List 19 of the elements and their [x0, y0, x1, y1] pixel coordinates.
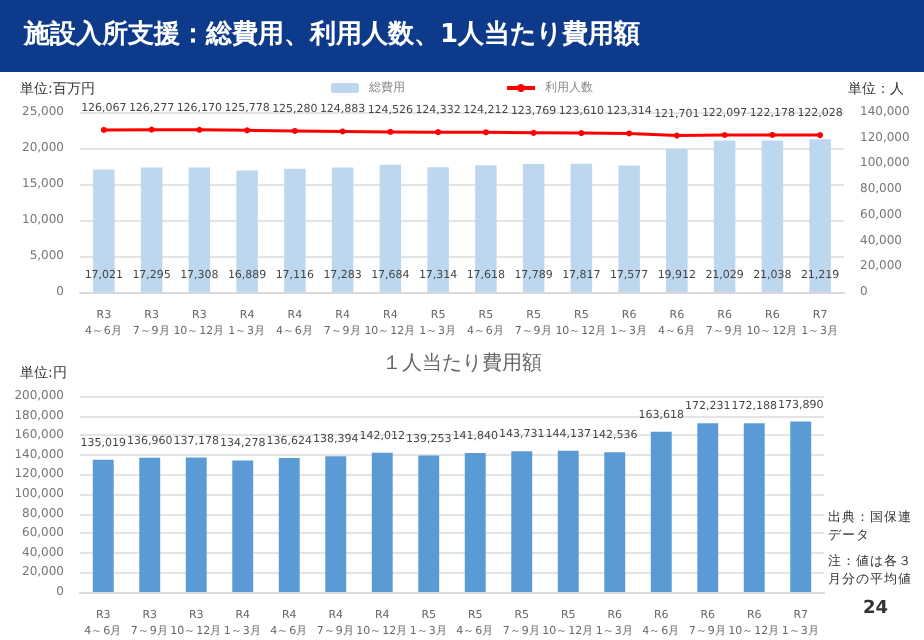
bar: [790, 421, 812, 592]
text: 24: [862, 599, 889, 619]
bar: [697, 423, 719, 592]
bar: [232, 460, 254, 592]
bar: [557, 450, 579, 592]
bar: [511, 451, 533, 592]
bar: [139, 457, 161, 592]
bar: [371, 452, 393, 592]
bar: [743, 423, 765, 592]
bar: [185, 457, 207, 592]
bar: [650, 431, 672, 592]
chart-title: １人当たり費用額: [382, 351, 542, 375]
bar: [325, 456, 347, 592]
bar: [92, 459, 114, 592]
chart-title: 施設入所支援：総費用、利用人数、1人当たり費用額: [0, 0, 924, 72]
bar: [278, 458, 300, 592]
bar: [604, 452, 626, 592]
bar: [418, 455, 440, 592]
bar: [464, 453, 486, 592]
